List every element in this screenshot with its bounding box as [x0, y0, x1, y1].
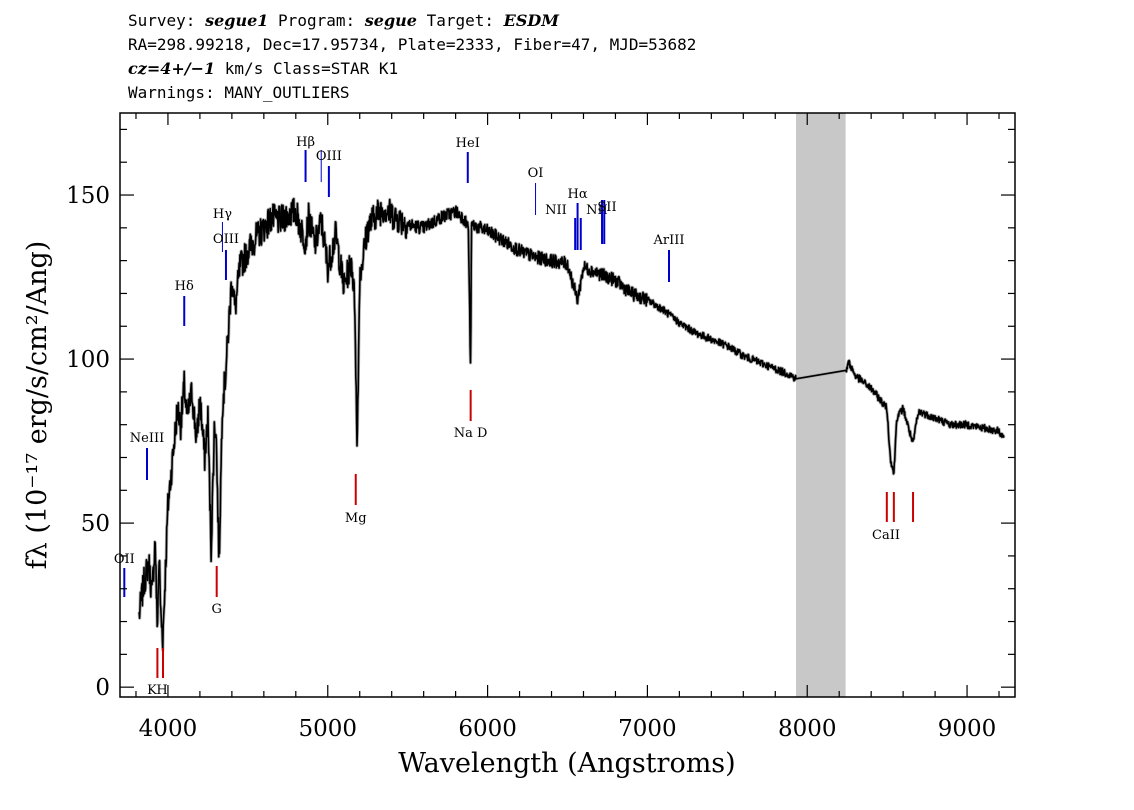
y-tick-label-0: 0: [95, 675, 110, 701]
line-label-2: K: [147, 683, 157, 698]
x-tick-label-3: 7000: [618, 716, 677, 742]
redshift-value: cz=4+/−1: [128, 59, 216, 78]
y-axis-title: fλ (10⁻¹⁷ erg/s/cm²/Ang): [22, 241, 53, 570]
program-value: segue: [364, 11, 417, 30]
program-label: Program:: [278, 11, 356, 30]
line-label-11: Mg: [345, 511, 367, 526]
header-line-1: Survey: segue1 Program: segue Target: ES…: [128, 10, 559, 32]
target-value: ESDM: [503, 11, 559, 30]
y-tick-label-2: 100: [66, 347, 110, 373]
x-axis-title: Wavelength (Angstroms): [398, 748, 735, 779]
line-label-8: Hβ: [296, 135, 315, 150]
line-label-6: Hγ: [213, 207, 232, 222]
line-label-0: OII: [114, 552, 135, 567]
masked-region: [796, 113, 846, 697]
y-tick-label-1: 50: [81, 511, 110, 537]
line-label-10: OIII: [316, 149, 342, 164]
line-label-12: HeI: [456, 136, 480, 151]
line-label-19: SII: [597, 200, 616, 215]
x-tick-label-2: 6000: [458, 716, 517, 742]
spectrum-error-band: [137, 197, 1006, 652]
line-label-15: NII: [545, 203, 567, 218]
line-label-5: G: [211, 602, 221, 617]
header-line-3: cz=4+/−1 km/s Class=STAR K1: [128, 58, 398, 80]
line-label-3: H: [156, 683, 167, 698]
survey-label: Survey:: [128, 11, 196, 30]
plot-frame: [119, 112, 1016, 698]
line-label-22: CaII: [872, 528, 900, 543]
line-label-16: Hα: [568, 187, 588, 202]
x-tick-label-5: 9000: [938, 716, 997, 742]
line-label-14: OI: [528, 166, 544, 181]
target-label: Target:: [426, 11, 495, 30]
x-tick-label-4: 8000: [778, 716, 837, 742]
survey-value: segue1: [205, 11, 269, 30]
header-line-4: Warnings: MANY_OUTLIERS: [128, 83, 350, 102]
line-label-13: Na D: [454, 426, 488, 441]
y-tick-label-3: 150: [66, 183, 110, 209]
line-label-20: ArIII: [652, 233, 684, 248]
line-label-7: OIII: [213, 232, 239, 247]
line-label-4: Hδ: [175, 279, 194, 294]
header-line-2: RA=298.99218, Dec=17.95734, Plate=2333, …: [128, 35, 697, 54]
x-tick-label-1: 5000: [298, 716, 357, 742]
spectrum-line: [138, 197, 1005, 652]
x-tick-label-0: 4000: [139, 716, 198, 742]
class-text: km/s Class=STAR K1: [215, 59, 399, 78]
line-label-1: NeIII: [130, 431, 164, 446]
